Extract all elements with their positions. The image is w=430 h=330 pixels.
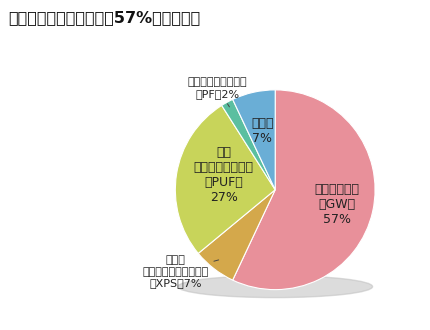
Text: フェノールフォーム
（PF）2%: フェノールフォーム （PF）2% [187,77,247,107]
Text: グラスウール
（GW）
57%: グラスウール （GW） 57% [315,183,359,226]
Text: 押出法
ポリスチレンフォーム
（XPS）7%: 押出法 ポリスチレンフォーム （XPS）7% [142,255,218,288]
Wedge shape [233,90,275,190]
Text: その他
7%: その他 7% [251,117,273,145]
Wedge shape [233,90,375,290]
Wedge shape [222,99,275,190]
Wedge shape [175,105,275,253]
Text: 硬質
ウレタンフォーム
（PUF）
27%: 硬質 ウレタンフォーム （PUF） 27% [194,146,254,204]
Text: 断熱材はグラスウールが57%であった。: 断熱材はグラスウールが57%であった。 [9,10,201,25]
Ellipse shape [178,276,372,298]
Wedge shape [198,190,275,280]
